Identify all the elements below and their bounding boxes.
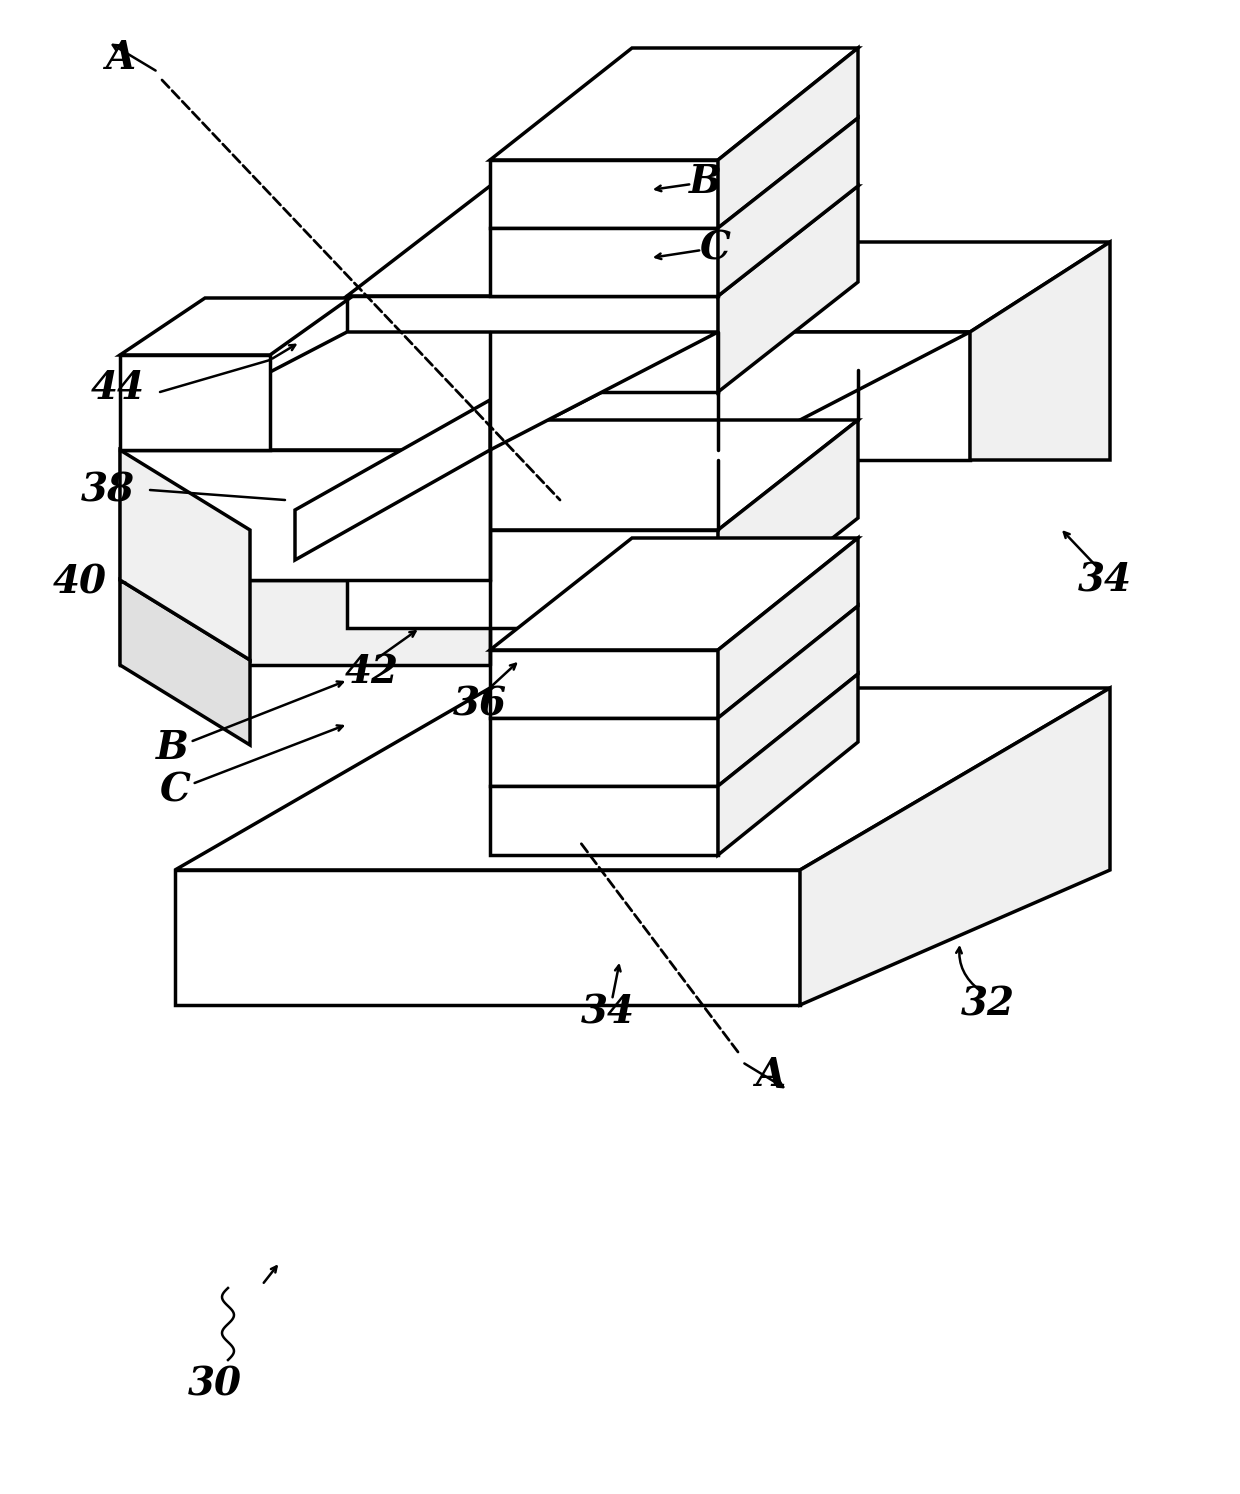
Polygon shape bbox=[718, 242, 1110, 332]
Polygon shape bbox=[120, 332, 718, 450]
Polygon shape bbox=[800, 689, 1110, 1005]
Polygon shape bbox=[347, 530, 718, 627]
Polygon shape bbox=[718, 607, 858, 786]
Polygon shape bbox=[120, 450, 490, 580]
Polygon shape bbox=[718, 332, 970, 460]
Polygon shape bbox=[175, 689, 1110, 870]
Polygon shape bbox=[490, 719, 718, 786]
Polygon shape bbox=[490, 160, 718, 229]
Polygon shape bbox=[490, 650, 718, 719]
Polygon shape bbox=[718, 674, 858, 855]
Polygon shape bbox=[120, 580, 250, 746]
Polygon shape bbox=[718, 118, 858, 296]
Polygon shape bbox=[718, 420, 858, 627]
Text: B: B bbox=[155, 729, 188, 766]
Polygon shape bbox=[718, 48, 858, 229]
Polygon shape bbox=[175, 870, 800, 1005]
Text: 32: 32 bbox=[961, 986, 1016, 1023]
Polygon shape bbox=[970, 242, 1110, 460]
Polygon shape bbox=[718, 185, 858, 391]
Text: 38: 38 bbox=[81, 471, 135, 509]
Text: 40: 40 bbox=[53, 563, 107, 601]
Text: A: A bbox=[105, 39, 135, 78]
Text: B: B bbox=[688, 163, 722, 202]
Polygon shape bbox=[490, 538, 858, 650]
Polygon shape bbox=[347, 185, 858, 296]
Polygon shape bbox=[490, 48, 858, 160]
Text: 30: 30 bbox=[188, 1366, 242, 1404]
Polygon shape bbox=[295, 400, 490, 560]
Text: C: C bbox=[699, 229, 730, 267]
Polygon shape bbox=[718, 538, 858, 719]
Polygon shape bbox=[347, 420, 858, 530]
Polygon shape bbox=[490, 332, 970, 450]
Polygon shape bbox=[490, 229, 718, 296]
Polygon shape bbox=[490, 450, 742, 580]
Polygon shape bbox=[347, 296, 718, 391]
Text: A: A bbox=[755, 1056, 785, 1094]
Text: 42: 42 bbox=[345, 653, 399, 692]
Polygon shape bbox=[120, 450, 250, 660]
Polygon shape bbox=[120, 297, 350, 356]
Text: 44: 44 bbox=[91, 369, 145, 406]
Text: 36: 36 bbox=[453, 686, 507, 725]
Text: 34: 34 bbox=[582, 994, 635, 1031]
Text: 34: 34 bbox=[1078, 562, 1132, 599]
Text: C: C bbox=[160, 771, 191, 808]
Polygon shape bbox=[120, 580, 490, 665]
Polygon shape bbox=[120, 356, 270, 450]
Polygon shape bbox=[490, 786, 718, 855]
